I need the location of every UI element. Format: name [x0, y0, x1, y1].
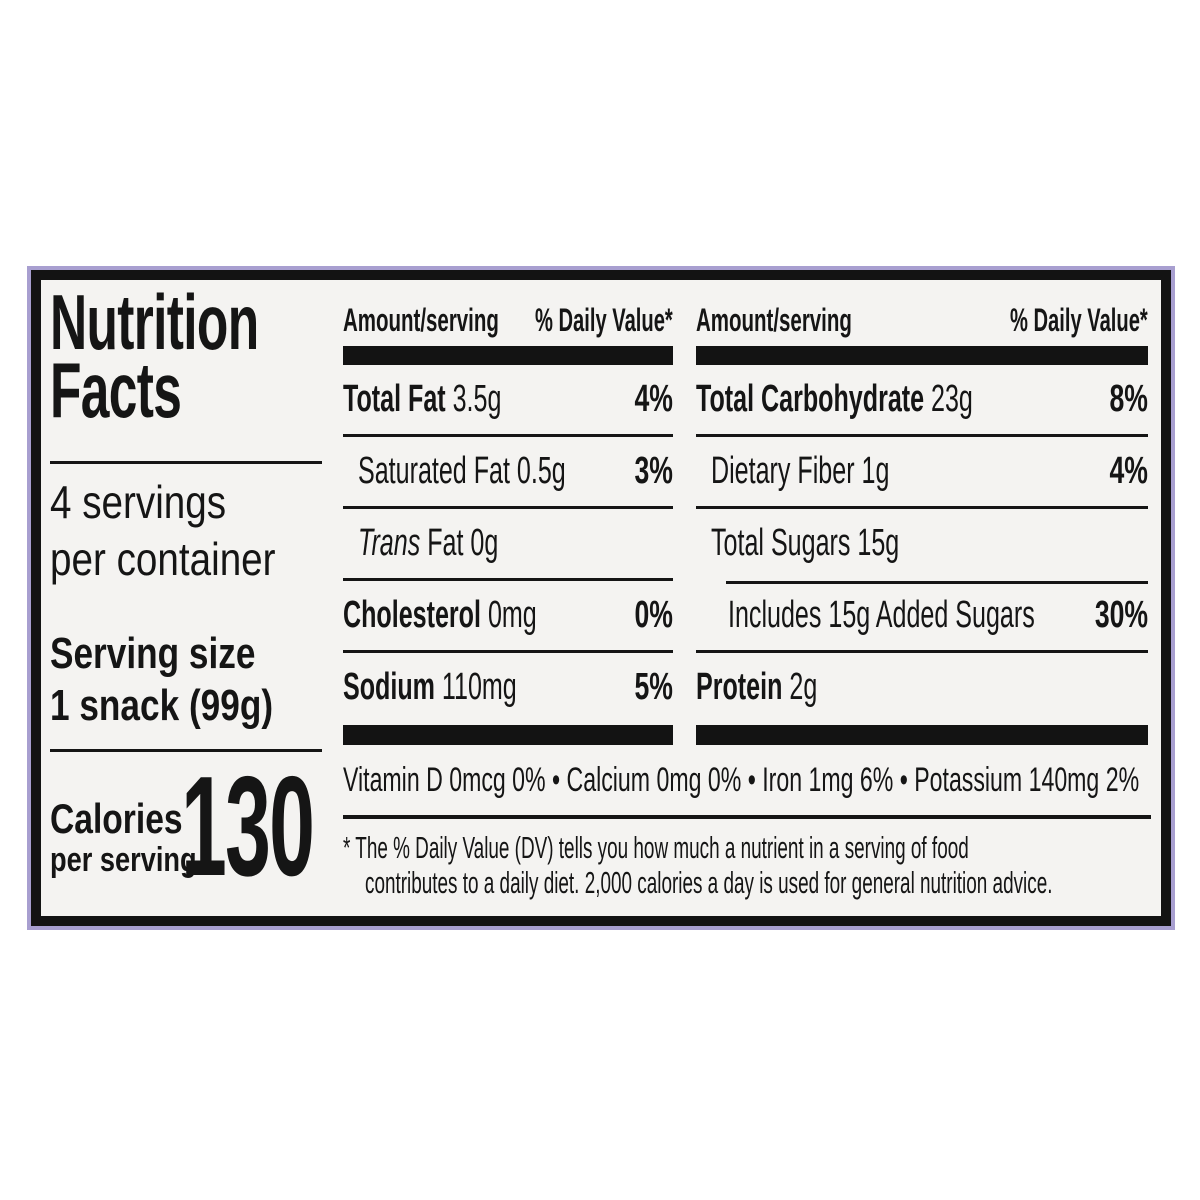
serving-size-value: 1 snack (99g) — [50, 681, 274, 730]
daily-value-footnote: * The % Daily Value (DV) tells you how m… — [343, 830, 1153, 900]
row-saturated-fat: Saturated Fat 0.5g 3% — [343, 437, 673, 509]
footnote-line-2: contributes to a daily diet. 2,000 calor… — [365, 865, 1053, 900]
calories-summary: Calories per serving 130 — [50, 752, 330, 898]
row-added-sugars: Includes 15g Added Sugars 30% — [696, 581, 1148, 653]
title-line-1: Nutrition — [50, 278, 259, 366]
micronutrients-line: Vitamin D 0mcg 0% • Calcium 0mg 0% • Iro… — [343, 761, 1140, 799]
row-trans-fat: Trans Fat 0g — [343, 509, 673, 581]
daily-value-header: % Daily Value* — [535, 302, 673, 338]
nutrient-column-left: Amount/serving % Daily Value* Total Fat … — [343, 300, 673, 745]
row-sodium: Sodium 110mg 5% — [343, 653, 673, 725]
title-line-2: Facts — [50, 346, 182, 434]
column-header: Amount/serving % Daily Value* — [696, 300, 1148, 346]
row-protein: Protein 2g — [696, 666, 818, 708]
divider — [50, 461, 322, 464]
thick-rule — [696, 346, 1148, 365]
dv-total-carbohydrate: 8% — [1109, 378, 1148, 420]
column-header: Amount/serving % Daily Value* — [343, 300, 673, 346]
calories-label: Calories — [50, 795, 183, 842]
row-total-sugars: Total Sugars 15g — [711, 522, 900, 564]
amount-per-serving-header: Amount/serving — [343, 302, 499, 338]
row-total-fat: Total Fat 3.5g 4% — [343, 365, 673, 437]
row-dietary-fiber: Dietary Fiber 1g 4% — [696, 437, 1148, 509]
row-total-carbohydrate: Total Carbohydrate 23g 8% — [696, 365, 1148, 437]
thick-rule — [343, 725, 673, 745]
nutrition-facts-title: Nutrition Facts — [50, 278, 330, 434]
calories-sublabel: per serving — [50, 841, 197, 879]
nutrition-facts-panel: Nutrition Facts 4 servings per container… — [27, 266, 1175, 930]
daily-value-header: % Daily Value* — [1010, 302, 1148, 338]
row-cholesterol: Cholesterol 0mg 0% — [343, 581, 673, 653]
nutrient-column-right: Amount/serving % Daily Value* Total Carb… — [696, 300, 1148, 745]
calories-value: 130 — [181, 747, 315, 906]
dv-total-fat: 4% — [634, 378, 673, 420]
serving-size: Serving size 1 snack (99g) — [50, 628, 330, 732]
divider — [50, 749, 322, 752]
label-footer: Vitamin D 0mcg 0% • Calcium 0mg 0% • Iro… — [343, 759, 1153, 900]
divider — [343, 815, 1151, 819]
nutrition-facts-left-column: Nutrition Facts 4 servings per container… — [50, 278, 330, 898]
dv-dietary-fiber: 4% — [1109, 450, 1148, 492]
dv-saturated-fat: 3% — [634, 450, 673, 492]
dv-cholesterol: 0% — [634, 594, 673, 636]
dv-added-sugars: 30% — [1094, 594, 1148, 636]
servings-per-container: 4 servings per container — [50, 476, 276, 585]
dv-sodium: 5% — [634, 666, 673, 708]
thick-rule — [696, 725, 1148, 745]
footnote-line-1: * The % Daily Value (DV) tells you how m… — [343, 830, 969, 865]
serving-size-label: Serving size — [50, 629, 256, 678]
thick-rule — [343, 346, 673, 365]
amount-per-serving-header: Amount/serving — [696, 302, 852, 338]
